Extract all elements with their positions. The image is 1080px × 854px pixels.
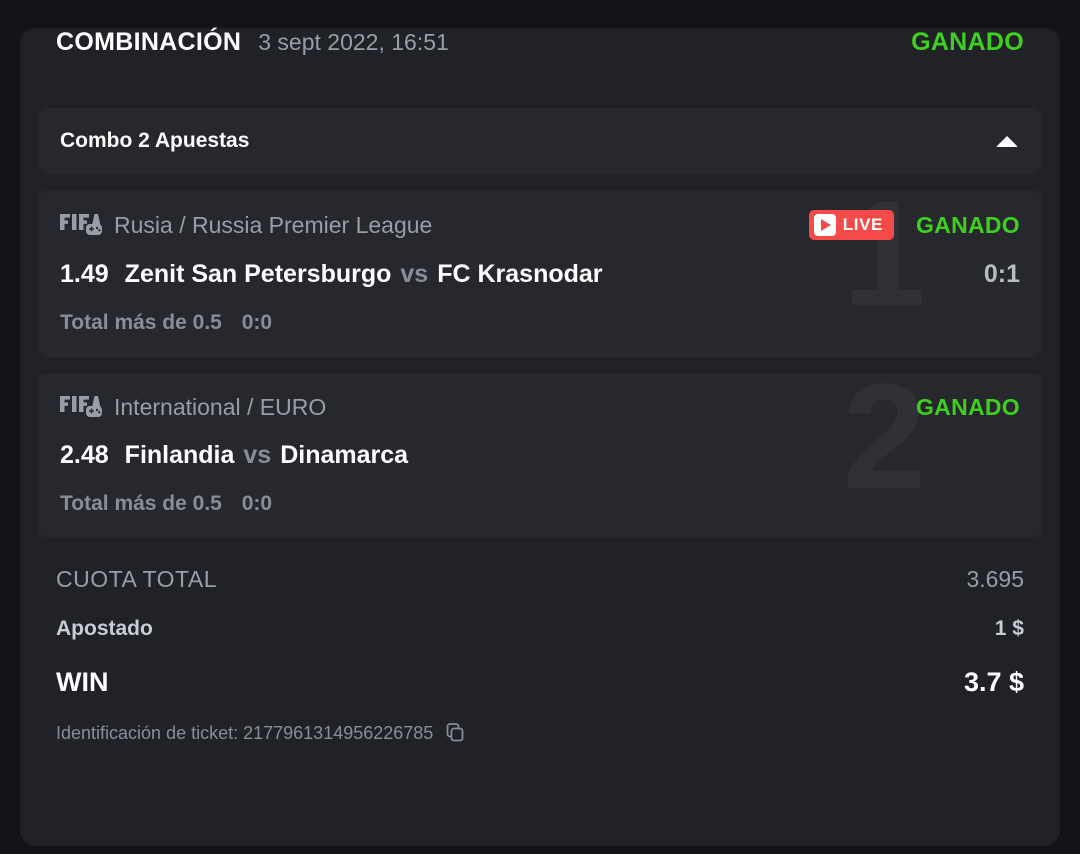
match-score: 0:1 (983, 260, 1020, 288)
summary-section: CUOTA TOTAL 3.695 Apostado 1 $ WIN 3.7 $… (38, 566, 1042, 744)
market-score: 0:0 (241, 311, 273, 334)
total-odds-value: 3.695 (966, 566, 1024, 592)
match-teams-row: 1.49 Zenit San Petersburgo vs FC Krasnod… (60, 260, 1020, 289)
stake-row: Apostado 1 $ (56, 617, 1024, 641)
page-title: COMBINACIÓN (56, 28, 242, 56)
live-badge[interactable]: LIVE (808, 210, 894, 240)
copy-icon[interactable] (445, 722, 467, 744)
match-status-badge: GANADO (915, 393, 1020, 420)
vs-separator: vs (400, 260, 429, 288)
match-block[interactable]: 1 (38, 190, 1042, 357)
fifa-icon (60, 214, 102, 235)
combo-summary-bar[interactable]: Combo 2 Apuestas (38, 108, 1042, 174)
combo-label: Combo 2 Apuestas (60, 129, 250, 152)
triangle-up-icon[interactable] (994, 128, 1020, 154)
match-odd: 1.49 (60, 260, 109, 288)
ticket-row: Identificación de ticket: 21779613149562… (56, 722, 1024, 744)
home-team: Zenit San Petersburgo (124, 260, 392, 288)
market-name: Total más de 0.5 (60, 311, 222, 334)
league-name: International / EURO (114, 393, 327, 420)
total-odds-label: CUOTA TOTAL (56, 566, 217, 592)
league-name: Rusia / Russia Premier League (114, 211, 433, 238)
match-header: Rusia / Russia Premier League LIVE GANAD… (60, 210, 1020, 240)
ticket-id-text: Identificación de ticket: 21779613149562… (56, 722, 434, 743)
match-teams-row: 2.48 Finlandia vs Dinamarca (60, 441, 1020, 470)
market-name: Total más de 0.5 (60, 492, 222, 515)
win-label: WIN (56, 667, 109, 697)
win-row: WIN 3.7 $ (56, 667, 1024, 698)
home-team: Finlandia (124, 441, 235, 469)
win-value: 3.7 $ (963, 667, 1024, 697)
bet-slip-card: COMBINACIÓN 3 sept 2022, 16:51 GANADO Co… (20, 28, 1060, 846)
vs-separator: vs (243, 441, 272, 469)
match-odd: 2.48 (60, 441, 109, 469)
live-label: LIVE (842, 215, 883, 234)
away-team: Dinamarca (280, 441, 409, 469)
away-team: FC Krasnodar (437, 260, 603, 288)
stake-value: 1 $ (994, 617, 1024, 640)
match-header: International / EURO GANADO (60, 393, 1020, 421)
market-score: 0:0 (241, 492, 273, 515)
total-odds-row: CUOTA TOTAL 3.695 (56, 566, 1024, 593)
market-row: Total más de 0.5 0:0 (60, 311, 1020, 335)
card-header: COMBINACIÓN 3 sept 2022, 16:51 GANADO (38, 28, 1042, 108)
match-status-badge: GANADO (915, 211, 1020, 238)
fifa-icon (60, 396, 102, 417)
play-icon (813, 214, 836, 236)
match-block[interactable]: 2 (38, 373, 1042, 538)
status-badge: GANADO (911, 28, 1024, 56)
stake-label: Apostado (56, 617, 153, 640)
market-row: Total más de 0.5 0:0 (60, 492, 1020, 516)
bet-date: 3 sept 2022, 16:51 (258, 29, 449, 55)
